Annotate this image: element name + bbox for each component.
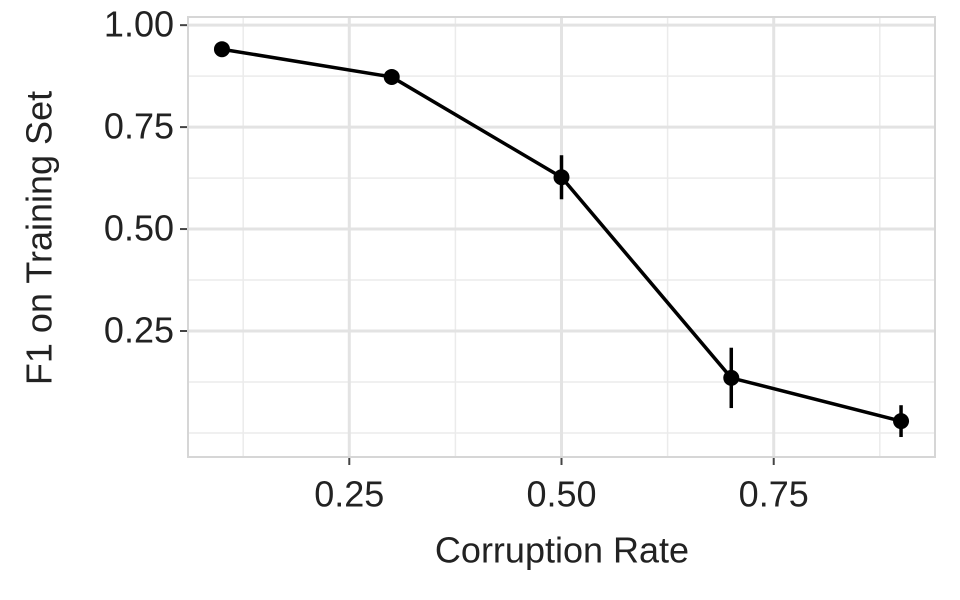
y-tick-label: 0.25 xyxy=(104,310,174,351)
x-tick-label: 0.75 xyxy=(739,474,809,515)
x-tick-label: 0.25 xyxy=(314,474,384,515)
point xyxy=(723,369,740,386)
point xyxy=(383,68,400,85)
point xyxy=(213,41,230,58)
x-tick-label: 0.50 xyxy=(526,474,596,515)
panel-border xyxy=(187,16,936,458)
point xyxy=(553,169,570,186)
y-tick-label: 0.75 xyxy=(104,106,174,147)
x-axis-title: Corruption Rate xyxy=(435,530,689,571)
y-tick-label: 1.00 xyxy=(104,4,174,45)
point xyxy=(893,413,910,430)
y-axis-title: F1 on Training Set xyxy=(19,91,60,385)
y-tick-label: 0.50 xyxy=(104,208,174,249)
